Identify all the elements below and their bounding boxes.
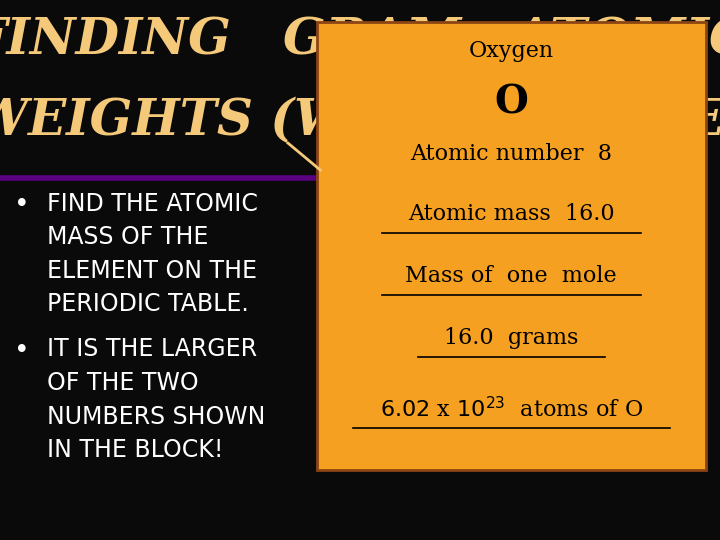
- Text: WEIGHTS (WT OF 1 MOLE): WEIGHTS (WT OF 1 MOLE): [0, 97, 720, 146]
- Text: FIND THE ATOMIC
MASS OF THE
ELEMENT ON THE
PERIODIC TABLE.: FIND THE ATOMIC MASS OF THE ELEMENT ON T…: [47, 192, 258, 316]
- Text: O: O: [495, 84, 528, 122]
- Text: FINDING   GRAM   ATOMIC: FINDING GRAM ATOMIC: [0, 16, 720, 65]
- Text: 16.0  grams: 16.0 grams: [444, 327, 578, 349]
- Text: Atomic mass  16.0: Atomic mass 16.0: [408, 202, 614, 225]
- Text: Atomic number  8: Atomic number 8: [410, 143, 612, 165]
- FancyBboxPatch shape: [317, 22, 706, 470]
- Text: Mass of  one  mole: Mass of one mole: [405, 265, 617, 287]
- Text: IT IS THE LARGER
OF THE TWO
NUMBERS SHOWN
IN THE BLOCK!: IT IS THE LARGER OF THE TWO NUMBERS SHOW…: [47, 338, 265, 462]
- Text: •: •: [14, 338, 30, 363]
- Text: Oxygen: Oxygen: [469, 40, 554, 63]
- Text: $6.02\ \mathregular{x}\ 10^{23}\ \ \mathregular{atoms\ of\ O}$: $6.02\ \mathregular{x}\ 10^{23}\ \ \math…: [379, 397, 643, 422]
- Text: •: •: [14, 192, 30, 218]
